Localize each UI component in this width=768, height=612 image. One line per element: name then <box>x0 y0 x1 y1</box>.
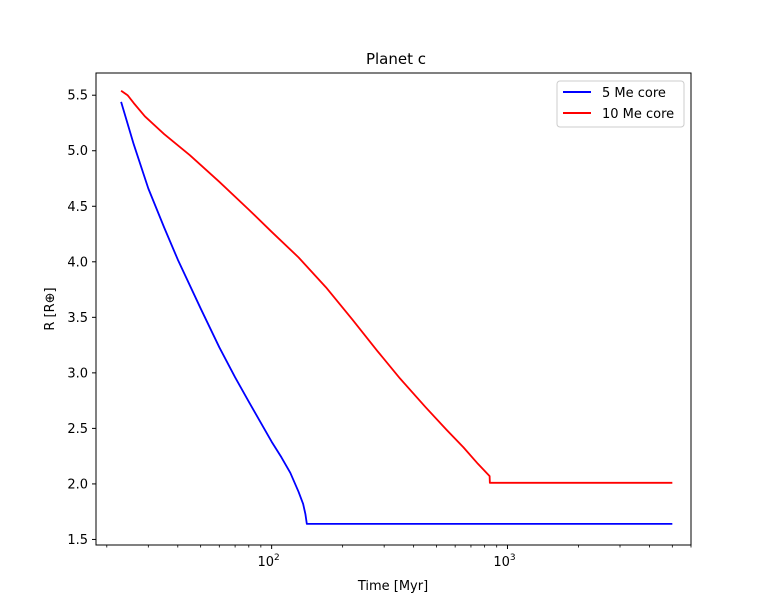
y-tick-label: 2.5 <box>67 422 88 437</box>
x-tick-label: 103 <box>493 553 515 570</box>
y-tick-label: 2.0 <box>67 477 88 492</box>
ticks-layer: 1.5 2.0 2.5 3.0 3.5 4.0 4.5 5.0 5.5 102 103 <box>67 89 692 570</box>
y-tick-label: 5.5 <box>67 89 88 104</box>
y-tick-label: 3.5 <box>67 311 88 326</box>
plot-area <box>96 73 691 545</box>
series-layer <box>120 90 673 525</box>
y-tick-label: 5.0 <box>67 144 88 159</box>
y-tick-label: 4.0 <box>67 255 88 270</box>
y-tick-label: 4.5 <box>67 200 88 215</box>
series-line-10me <box>120 90 673 484</box>
series-line-5me <box>120 101 673 525</box>
y-tick-label: 1.5 <box>67 533 88 548</box>
y-tick-label: 3.0 <box>67 366 88 381</box>
legend: 5 Me core 10 Me core <box>556 80 685 128</box>
legend-label-10me: 10 Me core <box>602 107 674 122</box>
legend-label-5me: 5 Me core <box>602 86 666 101</box>
x-axis-label: Time [Myr] <box>357 579 428 594</box>
plot-frame <box>95 72 692 546</box>
x-tick-label: 102 <box>257 553 279 570</box>
chart-title: Planet c <box>366 50 426 68</box>
y-axis-label: R [R⊕] <box>43 287 58 330</box>
